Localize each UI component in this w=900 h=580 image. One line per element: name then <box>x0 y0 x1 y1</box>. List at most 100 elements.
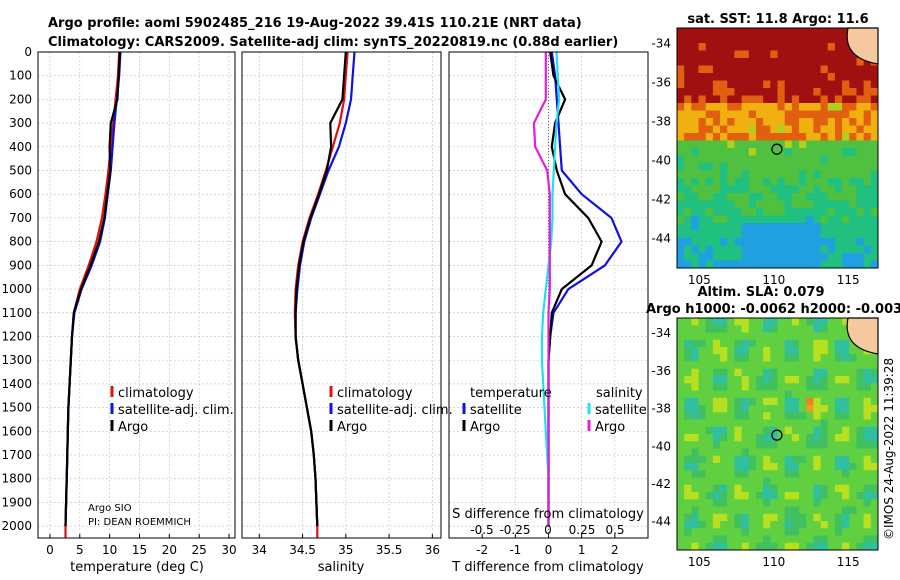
lat-tick-label: -34 <box>651 326 671 340</box>
legend-title-salinity: salinity <box>596 386 643 401</box>
temperature-xlabel: temperature (deg C) <box>70 560 204 575</box>
legend-argo-s: Argo <box>337 420 367 435</box>
depth-tick-label: 1300 <box>1 353 32 367</box>
depth-tick-label: 2000 <box>1 519 32 533</box>
series-s-argo <box>532 52 551 527</box>
sla-cells <box>677 318 879 551</box>
series-argo <box>294 51 347 527</box>
s-tick-5: 0.5 <box>605 523 624 537</box>
depth-tick-label: 300 <box>9 116 32 130</box>
depth-tick-label: 800 <box>9 235 32 249</box>
x-tick-label: 0 <box>545 543 553 557</box>
lat-tick-label: -44 <box>651 232 671 246</box>
temperature-legend: climatology satellite-adj. clim. Argo <box>110 386 234 435</box>
sst-cells <box>677 28 879 269</box>
x-tick-label: 0 <box>46 543 54 557</box>
depth-tick-label: 1400 <box>1 377 32 391</box>
lon-tick-label: 110 <box>762 273 785 287</box>
lat-tick-label: -42 <box>651 477 671 491</box>
legend-satellite: satellite-adj. clim. <box>118 403 234 418</box>
s-tick-4: 0.25 <box>569 523 596 537</box>
lat-tick-label: -34 <box>651 37 671 51</box>
depth-tick-label: 900 <box>9 258 32 272</box>
x-tick-label: 30 <box>221 543 236 557</box>
x-tick-label: 36 <box>425 543 440 557</box>
lat-tick-label: -40 <box>651 439 671 453</box>
difference-xlabel-top: S difference from climatology <box>452 507 644 522</box>
sst-map-title: sat. SST: 11.8 Argo: 11.6 <box>687 12 868 27</box>
depth-tick-label: 1800 <box>1 472 32 486</box>
depth-tick-label: 1100 <box>1 306 32 320</box>
legend-t-argo: Argo <box>470 420 500 435</box>
depth-tick-label: 1200 <box>1 329 32 343</box>
axes-frame <box>37 51 236 539</box>
lat-tick-label: -36 <box>651 76 671 90</box>
x-tick-label: 34 <box>252 543 267 557</box>
depth-tick-label: 1600 <box>1 424 32 438</box>
lat-tick-label: -36 <box>651 364 671 378</box>
difference-xlabel: T difference from climatology <box>451 560 644 575</box>
x-tick-label: 1 <box>578 543 586 557</box>
lon-tick-label: 115 <box>837 273 860 287</box>
sst-map: 105 110 115 -34 -36 -38 -40 -42 -44 <box>651 27 879 287</box>
lat-tick-label: -38 <box>651 115 671 129</box>
x-tick-label: 2 <box>611 543 619 557</box>
legend-climatology: climatology <box>118 386 194 401</box>
map-frame <box>676 27 879 269</box>
s-tick-1: -0.5 <box>470 523 493 537</box>
axes-frame <box>448 51 649 539</box>
series-s-satellite <box>540 51 561 527</box>
depth-tick-label: 1000 <box>1 282 32 296</box>
x-tick-label: 35.5 <box>376 543 403 557</box>
title-line-1: Argo profile: aoml 5902485_216 19-Aug-20… <box>48 16 582 31</box>
lon-tick-label: 105 <box>688 555 711 569</box>
legend-argo: Argo <box>118 420 148 435</box>
depth-tick-label: 1500 <box>1 401 32 415</box>
legend-climatology-s: climatology <box>337 386 413 401</box>
depth-tick-label: 0 <box>24 45 32 59</box>
depth-tick-label: 1900 <box>1 495 32 509</box>
x-tick-label: 15 <box>132 543 147 557</box>
sla-map-title-2: Argo h1000: -0.0062 h2000: -0.003 <box>646 302 900 317</box>
depth-tick-label: 400 <box>9 140 32 154</box>
legend-title-temperature: temperature <box>470 386 552 401</box>
legend-t-satellite: satellite <box>470 403 522 418</box>
series-argo <box>64 51 121 527</box>
sla-map-title-1: Altim. SLA: 0.079 <box>698 285 825 300</box>
depth-tick-label: 500 <box>9 164 32 178</box>
x-tick-label: -1 <box>509 543 521 557</box>
x-tick-label: 34.5 <box>289 543 316 557</box>
lat-tick-label: -40 <box>651 154 671 168</box>
depth-tick-label: 100 <box>9 69 32 83</box>
axes-frame <box>241 51 442 539</box>
argo-location-marker <box>771 429 783 441</box>
lat-tick-label: -42 <box>651 193 671 207</box>
x-tick-label: 10 <box>102 543 117 557</box>
annotation-line-1: Argo SIO <box>88 503 132 514</box>
lon-tick-label: 110 <box>762 555 785 569</box>
legend-s-argo: Argo <box>595 420 625 435</box>
title-line-2: Climatology: CARS2009. Satellite-adj cli… <box>48 35 618 50</box>
temperature-panel: 0 5 10 15 20 25 30 <box>37 51 237 557</box>
salinity-legend: climatology satellite-adj. clim. Argo <box>329 386 453 435</box>
depth-tick-labels: 0 100 200 300 400 500 600 700 800 900 1000 1100 1200… <box>1 45 32 533</box>
x-tick-label: 20 <box>162 543 177 557</box>
lat-tick-label: -44 <box>651 515 671 529</box>
lat-tick-label: -38 <box>651 402 671 416</box>
difference-panel: -2 -1 0 1 2 <box>448 51 649 557</box>
salinity-panel: 34 34.5 35 35.5 36 <box>241 51 442 557</box>
depth-tick-label: 600 <box>9 187 32 201</box>
x-tick-label: 25 <box>192 543 207 557</box>
x-tick-label: 5 <box>76 543 84 557</box>
depth-tick-label: 1700 <box>1 448 32 462</box>
x-tick-label: 35 <box>338 543 353 557</box>
sla-map: 105 110 115 -34 -36 -38 -40 -42 -44 <box>651 317 879 569</box>
difference-legend: temperature salinity satellite Argo sate… <box>462 386 647 435</box>
s-tick-2: -0.25 <box>499 523 530 537</box>
depth-tick-label: 200 <box>9 92 32 106</box>
lon-tick-label: 105 <box>688 273 711 287</box>
x-tick-label: -2 <box>476 543 488 557</box>
depth-tick-label: 700 <box>9 211 32 225</box>
annotation-line-2: PI: DEAN ROEMMICH <box>88 517 191 528</box>
